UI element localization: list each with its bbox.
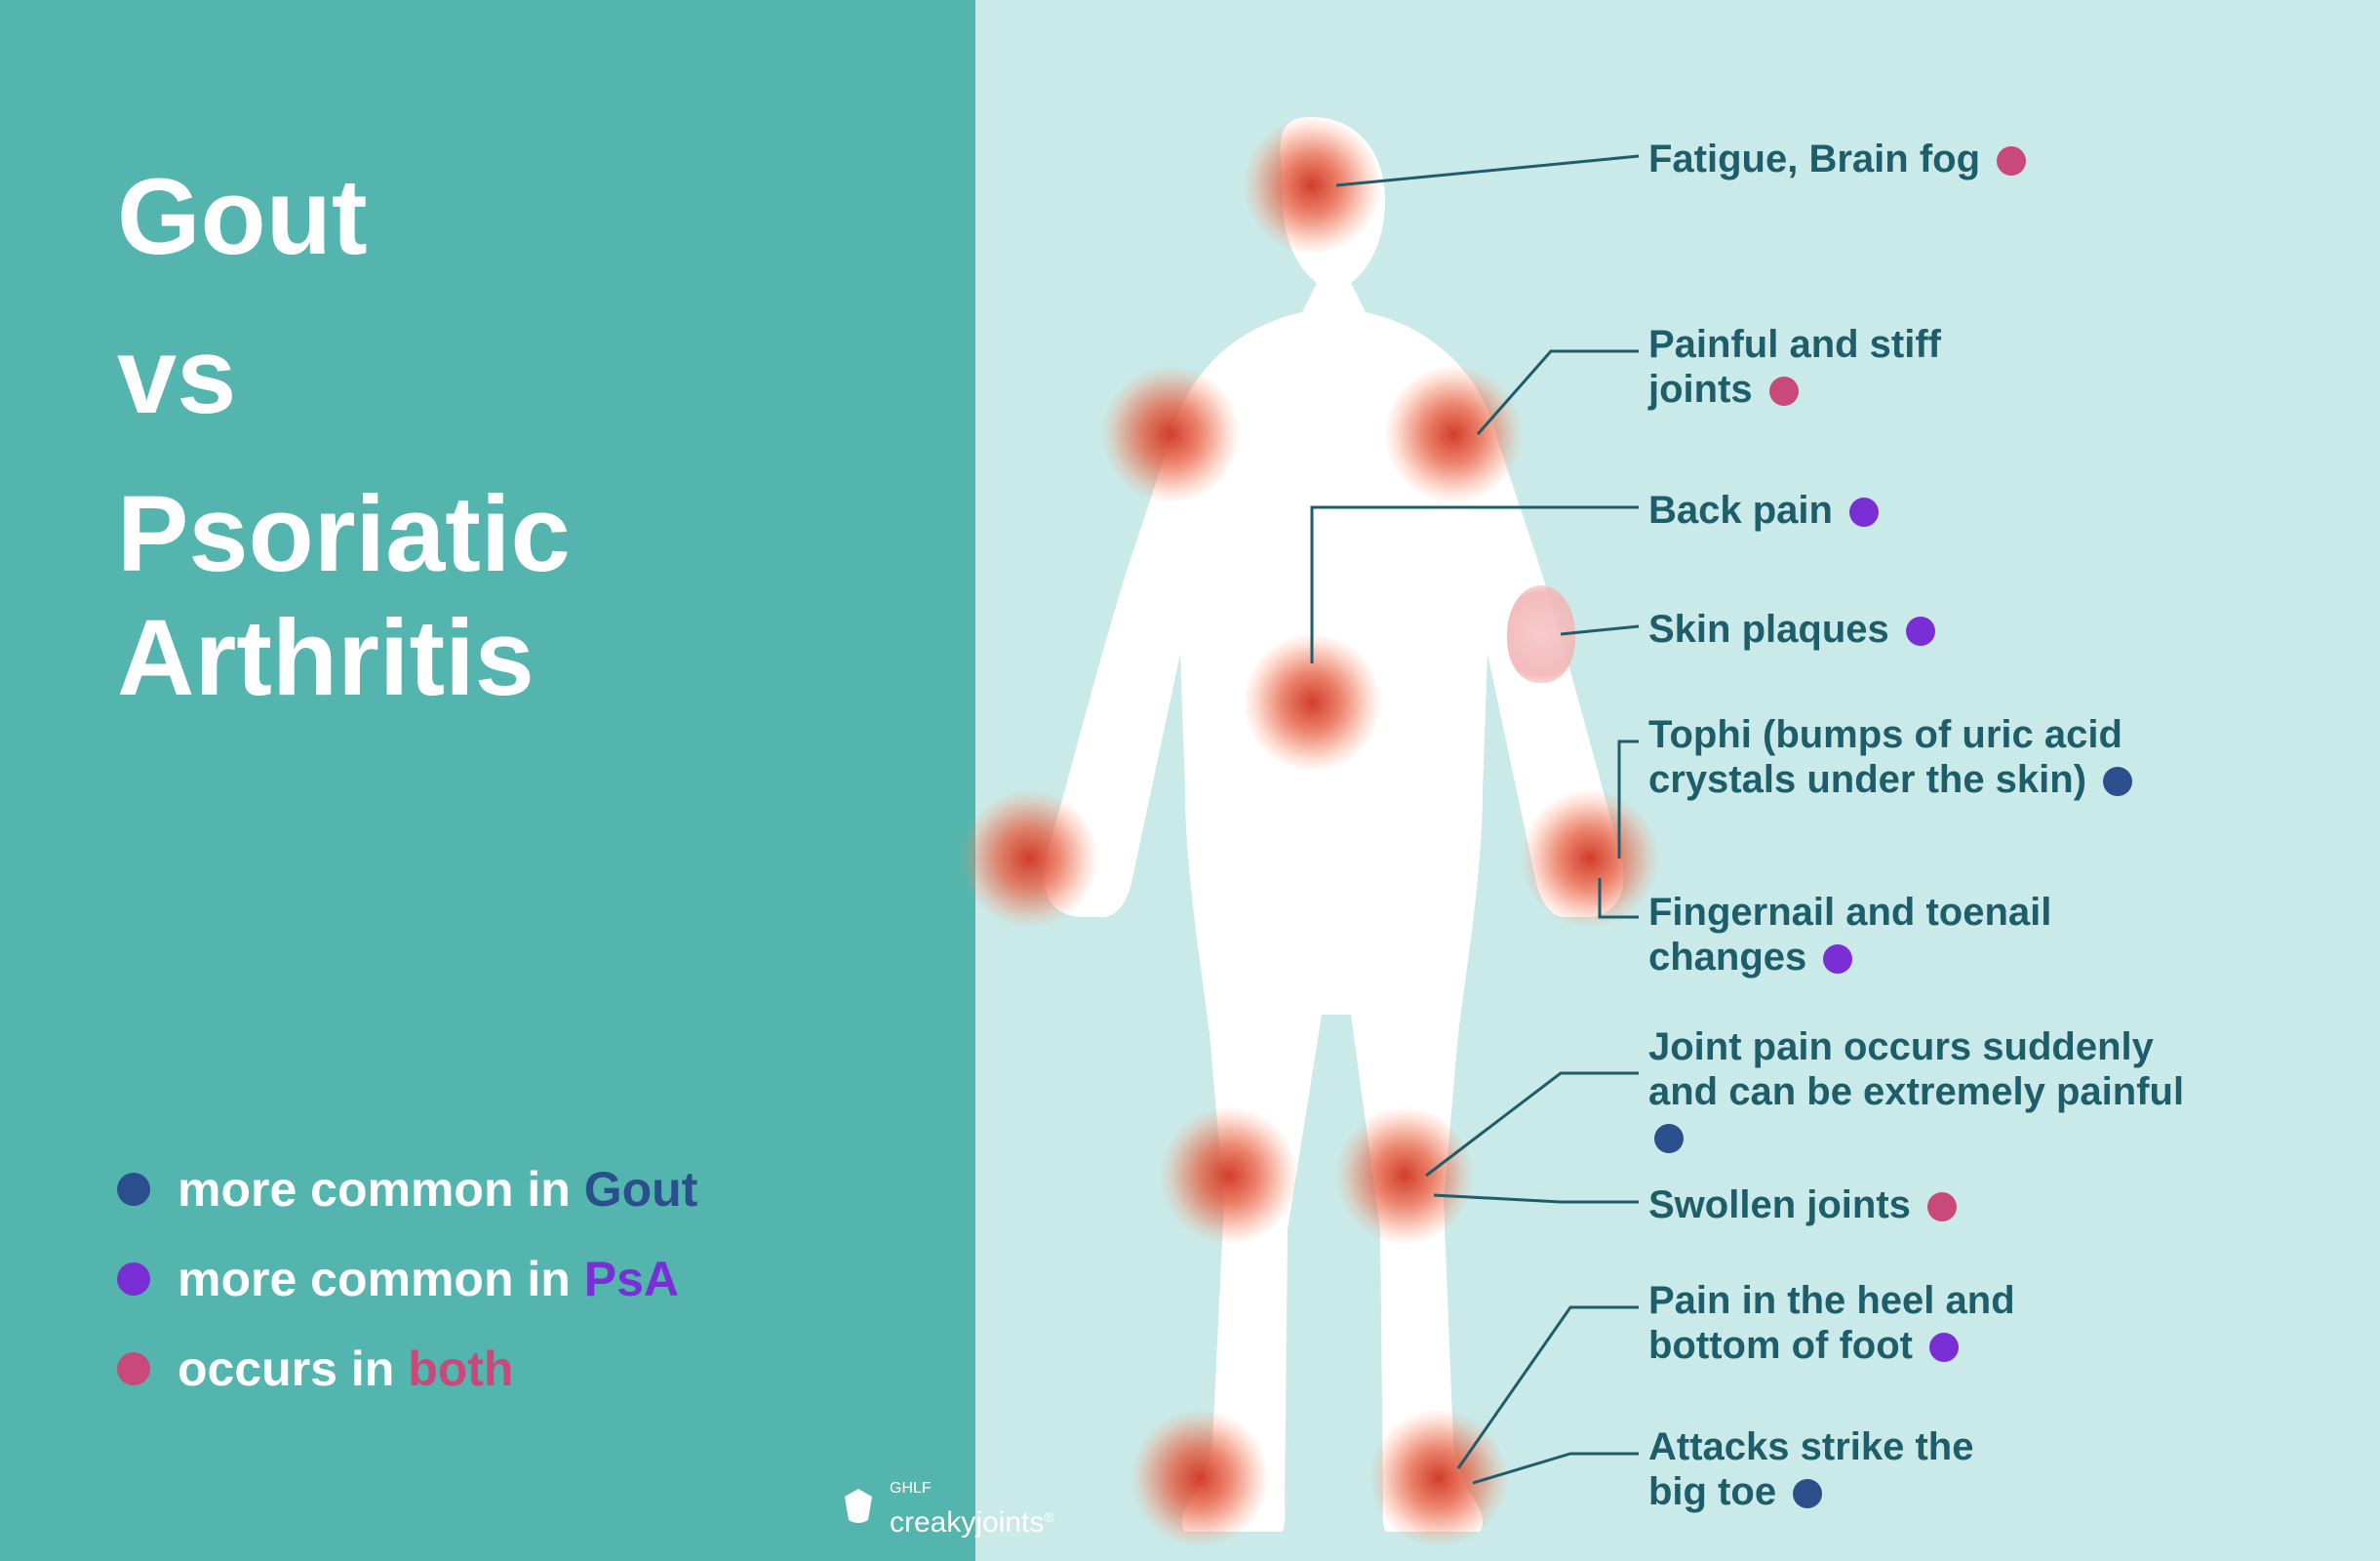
label-row: Painful and stiff joints — [1648, 322, 2039, 412]
leader-line — [1473, 1454, 1639, 1483]
label-dot — [1823, 944, 1852, 974]
leader-line — [1561, 626, 1639, 634]
label-row: Swollen joints — [1648, 1182, 1957, 1227]
leader-line — [1312, 507, 1639, 663]
label-row: Joint pain occurs suddenly and can be ex… — [1648, 1024, 2195, 1159]
leader-line — [1478, 351, 1639, 434]
label-text: Skin plaques — [1648, 608, 1935, 651]
label-dot — [1793, 1479, 1822, 1508]
label-dot — [1769, 377, 1799, 406]
label-text: Tophi (bumps of uric acid crystals under… — [1648, 713, 2132, 801]
label-text: Painful and stiff joints — [1648, 323, 1941, 411]
label-row: Fingernail and toenail changes — [1648, 890, 2058, 980]
leader-line — [1619, 741, 1639, 859]
label-dot — [1849, 498, 1879, 527]
label-text: Swollen joints — [1648, 1183, 1957, 1226]
leader-line — [1600, 878, 1639, 917]
label-row: Skin plaques — [1648, 607, 1935, 652]
label-row: Back pain — [1648, 488, 1879, 533]
label-text: Fatigue, Brain fog — [1648, 138, 2026, 180]
label-dot — [1906, 617, 1935, 646]
label-dot — [1654, 1124, 1684, 1153]
label-row: Pain in the heel and bottom of foot — [1648, 1278, 2097, 1368]
label-text: Attacks strike the big toe — [1648, 1425, 1973, 1513]
leader-line — [1434, 1195, 1639, 1202]
label-dot — [1929, 1333, 1959, 1362]
label-row: Fatigue, Brain fog — [1648, 137, 2026, 181]
leader-line — [1458, 1307, 1639, 1468]
leader-line — [1336, 156, 1639, 185]
label-text: Pain in the heel and bottom of foot — [1648, 1279, 2015, 1367]
leader-line — [1426, 1073, 1639, 1176]
label-text: Fingernail and toenail changes — [1648, 891, 2051, 979]
label-dot — [1927, 1192, 1957, 1221]
label-row: Attacks strike the big toe — [1648, 1424, 2019, 1514]
label-row: Tophi (bumps of uric acid crystals under… — [1648, 712, 2156, 802]
label-text: Joint pain occurs suddenly and can be ex… — [1648, 1025, 2184, 1158]
label-text: Back pain — [1648, 489, 1879, 532]
label-dot — [1997, 146, 2026, 176]
label-dot — [2103, 767, 2132, 796]
